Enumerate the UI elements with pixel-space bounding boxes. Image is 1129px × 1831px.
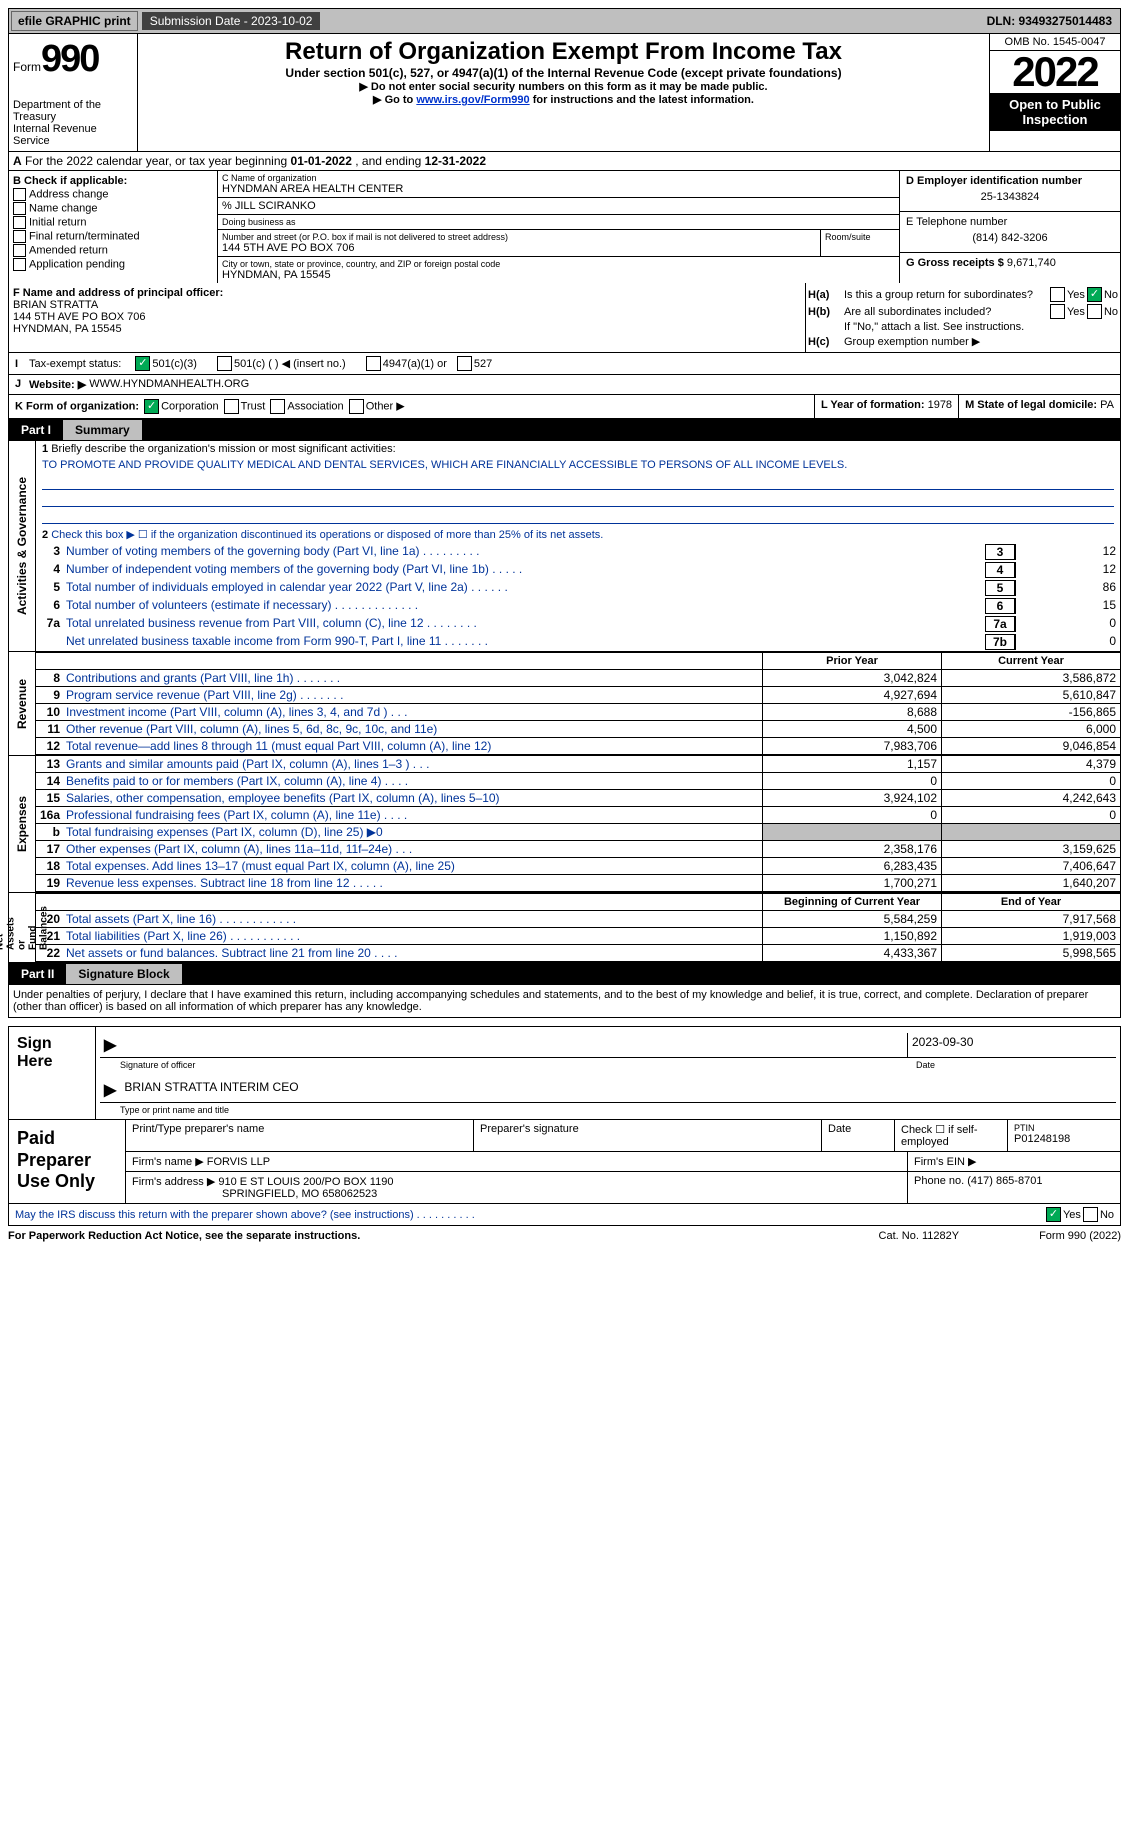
top-bar: efile GRAPHIC print Submission Date - 20… — [8, 8, 1121, 34]
part1-body: Activities & Governance 1 Briefly descri… — [8, 441, 1121, 652]
firm-address: 910 E ST LOUIS 200/PO BOX 1190 — [218, 1176, 393, 1188]
dept-label: Department of the Treasury Internal Reve… — [13, 99, 133, 147]
chk-501c[interactable] — [217, 356, 232, 371]
org-name: HYNDMAN AREA HEALTH CENTER — [222, 183, 895, 195]
chk-final[interactable]: Final return/terminated — [13, 230, 213, 243]
revenue-section: Revenue Prior YearCurrent Year 8Contribu… — [8, 652, 1121, 756]
chk-amended[interactable]: Amended return — [13, 244, 213, 257]
col-b: B Check if applicable: Address change Na… — [9, 171, 218, 283]
section-bcd: B Check if applicable: Address change Na… — [8, 171, 1121, 283]
part2-header: Part IISignature Block — [8, 963, 1121, 985]
chk-may-yes[interactable] — [1046, 1207, 1061, 1222]
row-j: J Website: ▶ WWW.HYNDMANHEALTH.ORG — [8, 375, 1121, 395]
form-subtitle: Under section 501(c), 527, or 4947(a)(1)… — [142, 66, 985, 80]
col-d: D Employer identification number25-13438… — [900, 171, 1120, 283]
form-number: 990 — [41, 38, 98, 81]
row-klm: K Form of organization: Corporation Trus… — [8, 395, 1121, 419]
city-state-zip: HYNDMAN, PA 15545 — [222, 269, 895, 281]
hdr-mid: Return of Organization Exempt From Incom… — [138, 34, 990, 151]
officer-name-title: BRIAN STRATTA INTERIM CEO — [120, 1078, 302, 1102]
part1-header: Part ISummary — [8, 419, 1121, 441]
irs-link[interactable]: www.irs.gov/Form990 — [416, 94, 529, 106]
col-h: H(a)Is this a group return for subordina… — [806, 283, 1120, 352]
ein: 25-1343824 — [906, 187, 1114, 207]
row-a: A For the 2022 calendar year, or tax yea… — [8, 152, 1121, 171]
chk-ha-yes[interactable] — [1050, 287, 1065, 302]
gross-receipts: 9,671,740 — [1007, 257, 1056, 269]
chk-other[interactable] — [349, 399, 364, 414]
chk-4947[interactable] — [366, 356, 381, 371]
care-of: % JILL SCIRANKO — [218, 198, 899, 215]
chk-corp[interactable] — [144, 399, 159, 414]
submission-date: Submission Date - 2023-10-02 — [142, 12, 321, 30]
firm-phone: Phone no. (417) 865-8701 — [908, 1172, 1120, 1203]
chk-pending[interactable]: Application pending — [13, 258, 213, 271]
sign-date: 2023-09-30 — [907, 1033, 1116, 1057]
netassets-section: Net Assets or Fund Balances Beginning of… — [8, 893, 1121, 963]
open-to-public: Open to Public Inspection — [990, 93, 1120, 131]
firm-name: FORVIS LLP — [207, 1156, 270, 1168]
dln: DLN: 93493275014483 — [981, 12, 1118, 30]
form-header: Form990 Department of the Treasury Inter… — [8, 34, 1121, 152]
paid-preparer-block: Paid Preparer Use Only Print/Type prepar… — [8, 1120, 1121, 1204]
chk-initial[interactable]: Initial return — [13, 216, 213, 229]
phone: (814) 842-3206 — [906, 228, 1114, 248]
officer-name: BRIAN STRATTA — [13, 299, 801, 311]
form-title: Return of Organization Exempt From Incom… — [142, 38, 985, 66]
year-formation: 1978 — [928, 399, 952, 411]
mission-line — [42, 509, 1114, 524]
chk-527[interactable] — [457, 356, 472, 371]
vtab-expenses: Expenses — [9, 756, 36, 892]
chk-address[interactable]: Address change — [13, 188, 213, 201]
chk-name[interactable]: Name change — [13, 202, 213, 215]
vtab-netassets: Net Assets or Fund Balances — [9, 893, 36, 962]
sign-here-block: Sign Here ▶2023-09-30 Signature of offic… — [8, 1026, 1121, 1120]
section-fh: F Name and address of principal officer:… — [8, 283, 1121, 353]
mission-line — [42, 475, 1114, 490]
chk-hb-yes[interactable] — [1050, 304, 1065, 319]
tax-year: 2022 — [990, 51, 1120, 93]
vtab-activities: Activities & Governance — [9, 441, 36, 651]
state-domicile: PA — [1100, 399, 1114, 411]
efile-label: efile GRAPHIC print — [11, 11, 138, 31]
expenses-section: Expenses 13Grants and similar amounts pa… — [8, 756, 1121, 893]
chk-trust[interactable] — [224, 399, 239, 414]
may-discuss: May the IRS discuss this return with the… — [8, 1204, 1121, 1226]
ptin: P01248198 — [1014, 1133, 1114, 1145]
declaration: Under penalties of perjury, I declare th… — [8, 985, 1121, 1018]
chk-may-no[interactable] — [1083, 1207, 1098, 1222]
chk-501c3[interactable] — [135, 356, 150, 371]
street-address: 144 5TH AVE PO BOX 706 — [222, 242, 816, 254]
chk-ha-no[interactable] — [1087, 287, 1102, 302]
hdr-left: Form990 Department of the Treasury Inter… — [9, 34, 138, 151]
chk-assoc[interactable] — [270, 399, 285, 414]
mission-statement: TO PROMOTE AND PROVIDE QUALITY MEDICAL A… — [36, 457, 1120, 473]
hdr-right: OMB No. 1545-0047 2022 Open to Public In… — [990, 34, 1120, 151]
form-note2: ▶ Go to www.irs.gov/Form990 for instruct… — [142, 93, 985, 106]
row-i: I Tax-exempt status: 501(c)(3) 501(c) ( … — [8, 353, 1121, 375]
col-c: C Name of organizationHYNDMAN AREA HEALT… — [218, 171, 900, 283]
col-f: F Name and address of principal officer:… — [9, 283, 806, 352]
website: WWW.HYNDMANHEALTH.ORG — [89, 378, 249, 391]
mission-line — [42, 492, 1114, 507]
form-note1: ▶ Do not enter social security numbers o… — [142, 80, 985, 93]
footer: For Paperwork Reduction Act Notice, see … — [8, 1226, 1121, 1246]
vtab-revenue: Revenue — [9, 652, 36, 755]
form-word: Form — [13, 60, 41, 74]
chk-hb-no[interactable] — [1087, 304, 1102, 319]
